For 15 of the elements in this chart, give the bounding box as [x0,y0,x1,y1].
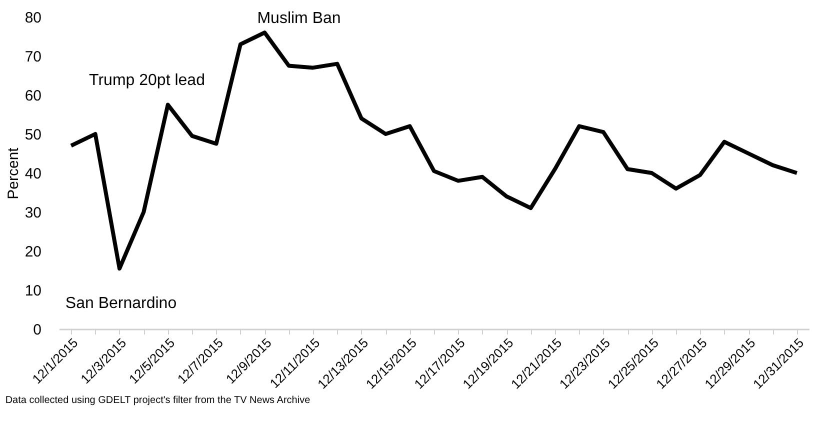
y-tick-label: 30 [24,204,42,222]
y-axis-title: Percent [4,146,22,200]
text: Data collected using GDELT project's filter from the TV News Archive [5,395,311,406]
y-tick-label: 10 [24,282,42,300]
annotation: Muslim Ban [257,10,341,27]
line-series [69,30,799,271]
y-tick-label: 0 [33,322,42,338]
y-tick-label: 40 [24,166,42,182]
annotation: San Bernardino [65,295,177,312]
y-tick-label: 80 [24,10,42,26]
y-tick-label: 20 [24,244,42,260]
y-tick-label: 60 [24,88,42,104]
y-tick-label: 70 [24,48,42,66]
annotation: Trump 20pt lead [89,72,205,89]
y-tick-label: 50 [24,126,42,144]
